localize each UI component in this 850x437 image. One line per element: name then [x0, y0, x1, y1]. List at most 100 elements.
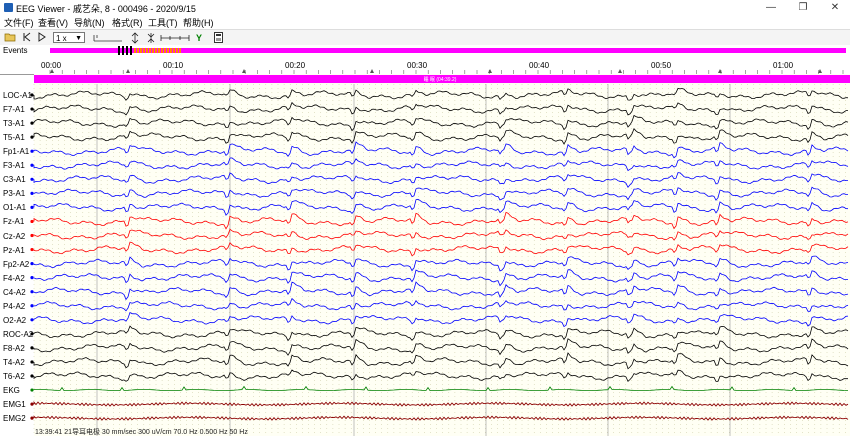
- channel-label[interactable]: T6-A2: [3, 372, 25, 381]
- channel-label[interactable]: T5-A1: [3, 133, 25, 143]
- channel-trace: [33, 281, 849, 301]
- sleep-event-label: 睡 眠 (04:39.2): [424, 76, 457, 83]
- channel-trace: [33, 101, 849, 116]
- time-tick-label: 00:20: [285, 61, 306, 70]
- zoom-out-vertical-icon[interactable]: [146, 32, 156, 44]
- channel-label[interactable]: Pz-A1: [3, 245, 25, 255]
- channel-trace: [33, 385, 848, 391]
- channel-label[interactable]: P3-A1: [3, 189, 26, 199]
- channel-trace: [33, 325, 849, 342]
- channel-label[interactable]: Fp1-A1: [3, 147, 30, 157]
- window-title: EEG Viewer - 戚艺朵, 8 - 000496 - 2020/9/15: [16, 4, 196, 14]
- time-scale-icon[interactable]: [160, 32, 190, 44]
- time-tick-label: 00:30: [407, 61, 428, 70]
- event-marker: [155, 48, 157, 53]
- calculator-icon[interactable]: [212, 32, 224, 44]
- channel-trace: [33, 172, 849, 189]
- menu-view[interactable]: 查看(V): [38, 18, 68, 28]
- channel-dot: [30, 163, 34, 167]
- filter-icon[interactable]: Y: [195, 33, 202, 43]
- channel-label[interactable]: O2-A2: [3, 315, 27, 325]
- app-icon: [4, 3, 13, 12]
- channel-trace: [33, 114, 849, 132]
- channel-trace: [33, 400, 849, 407]
- channel-label[interactable]: Fz-A1: [3, 217, 25, 227]
- close-button[interactable]: ✕: [830, 2, 840, 13]
- speed-value: 1 x: [56, 34, 67, 43]
- channel-label[interactable]: ROC-A2: [3, 329, 34, 339]
- channel-label[interactable]: F7-A1: [3, 105, 25, 115]
- channel-label[interactable]: EMG2: [3, 414, 26, 424]
- event-marker: [146, 48, 148, 53]
- channel-label[interactable]: C3-A1: [3, 175, 26, 185]
- zoom-in-vertical-icon[interactable]: [130, 32, 140, 44]
- play-icon[interactable]: [37, 32, 47, 44]
- channel-trace: [33, 186, 848, 201]
- menu-tools[interactable]: 工具(T): [148, 18, 178, 28]
- channel-label[interactable]: O1-A1: [3, 203, 27, 213]
- speed-select[interactable]: 1 x ▼: [53, 32, 85, 43]
- step-back-icon[interactable]: [22, 32, 32, 44]
- channel-label[interactable]: F8-A2: [3, 343, 25, 353]
- channel-trace: [33, 141, 849, 159]
- channel-dot: [30, 276, 34, 280]
- menu-navigate[interactable]: 导航(N): [74, 18, 105, 28]
- channel-label[interactable]: T4-A2: [3, 357, 25, 367]
- channel-trace: [33, 127, 849, 145]
- channel-label[interactable]: F4-A2: [3, 273, 25, 283]
- channel-trace: [33, 415, 849, 421]
- channel-dot: [30, 388, 34, 392]
- title-bar: EEG Viewer - 戚艺朵, 8 - 000496 - 2020/9/15…: [0, 0, 850, 15]
- channel-dot: [30, 191, 34, 195]
- time-tick-label: 00:10: [163, 61, 184, 70]
- sensitivity-icon[interactable]: [93, 32, 123, 44]
- channel-label[interactable]: Cz-A2: [3, 231, 26, 241]
- event-marker: [161, 48, 163, 53]
- channel-dot: [30, 247, 34, 252]
- channel-dot: [30, 332, 34, 336]
- channel-label[interactable]: C4-A2: [3, 287, 26, 297]
- event-marker: [179, 48, 181, 53]
- ruler-marker: [370, 69, 374, 73]
- menu-help[interactable]: 帮助(H): [183, 18, 214, 28]
- channel-trace: [33, 87, 849, 101]
- time-ruler[interactable]: 00:00 00:10 00:20 00:30 00:40 00:50 01:00: [0, 57, 850, 75]
- channel-dot: [30, 107, 34, 111]
- menu-file[interactable]: 文件(F): [4, 18, 34, 28]
- channel-dot: [30, 374, 34, 378]
- event-marker: [152, 48, 154, 53]
- time-tick-label: 01:00: [773, 61, 794, 70]
- menu-format[interactable]: 格式(R): [112, 18, 143, 28]
- channel-label[interactable]: F3-A1: [3, 161, 25, 171]
- channel-label[interactable]: EMG1: [3, 400, 26, 410]
- channel-label[interactable]: Fp2-A2: [3, 259, 30, 269]
- channel-trace: [33, 157, 849, 172]
- channel-label[interactable]: EKG: [3, 386, 20, 396]
- events-label: Events: [3, 46, 28, 55]
- sleep-event-bar: [34, 75, 850, 83]
- channel-label[interactable]: T3-A1: [3, 119, 25, 129]
- event-marker: [118, 46, 120, 55]
- channel-dot: [30, 121, 34, 125]
- events-timeline[interactable]: [0, 45, 850, 57]
- channel-trace: [33, 228, 849, 241]
- time-tick-label: 00:40: [529, 61, 550, 70]
- minimize-button[interactable]: —: [766, 2, 776, 13]
- eeg-traces: 睡 眠 (04:39.2): [30, 74, 850, 436]
- event-marker: [126, 46, 128, 55]
- channel-label[interactable]: LOC-A1: [3, 91, 32, 100]
- time-tick-label: 00:00: [41, 61, 62, 70]
- ruler-marker: [50, 69, 54, 73]
- events-bar: [50, 48, 846, 53]
- channel-trace: [33, 198, 849, 216]
- channel-label[interactable]: P4-A2: [3, 301, 26, 311]
- channel-dot: [30, 402, 34, 406]
- channel-trace: [33, 211, 849, 230]
- restore-button[interactable]: ❐: [798, 2, 808, 13]
- menu-bar: 文件(F) 查看(V) 导航(N) 格式(R) 工具(T) 帮助(H): [0, 15, 850, 29]
- channel-trace: [33, 255, 849, 272]
- event-marker: [173, 48, 175, 53]
- open-icon[interactable]: [3, 32, 17, 44]
- eeg-plot[interactable]: 睡 眠 (04:39.2) LOC-A1 F7-A1 T3-A1 T5-A1 Fp1-A…: [0, 74, 850, 436]
- event-marker: [122, 46, 124, 55]
